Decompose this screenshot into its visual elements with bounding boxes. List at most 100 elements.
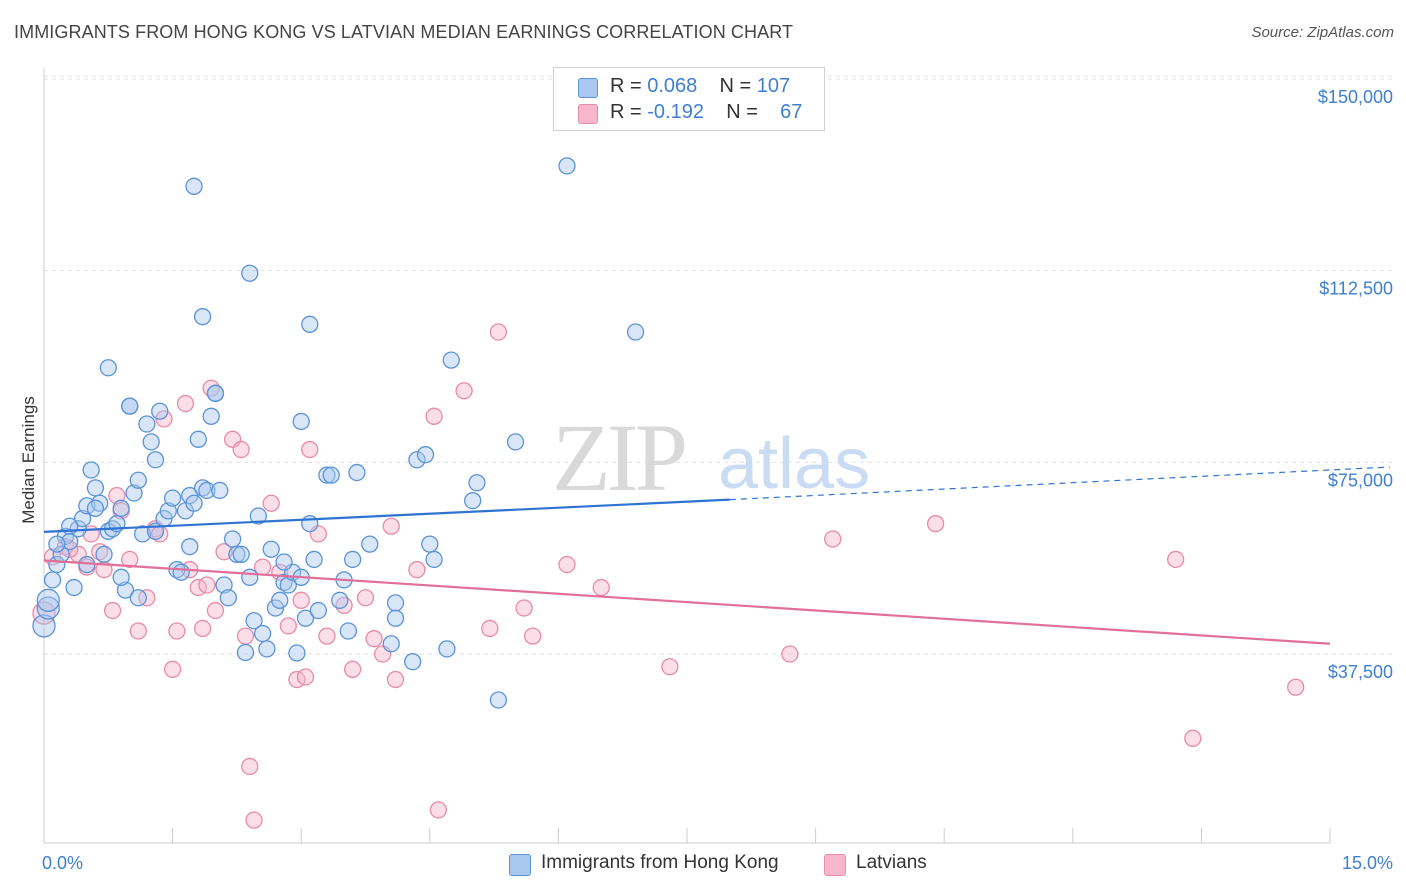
data-point: [193, 619, 212, 638]
data-point: [215, 576, 233, 594]
data-point: [626, 323, 645, 341]
data-point: [455, 382, 473, 400]
data-point: [305, 550, 323, 569]
data-point: [515, 599, 533, 617]
data-point: [185, 494, 203, 512]
data-point: [301, 315, 319, 333]
data-point: [193, 308, 212, 326]
legend-swatch-hong-kong: [578, 78, 598, 98]
data-point: [245, 811, 263, 829]
data-point: [241, 568, 259, 586]
data-point: [236, 627, 255, 645]
data-point: [365, 630, 383, 648]
data-point: [301, 440, 319, 459]
data-point: [408, 451, 426, 469]
data-point: [99, 359, 117, 377]
data-point: [228, 545, 246, 563]
data-point: [292, 591, 310, 609]
latvians-points: [32, 323, 1305, 829]
data-point: [262, 494, 280, 512]
data-point: [116, 581, 135, 599]
trend-line-hong-kong-extension: [729, 466, 1391, 501]
data-point: [356, 589, 375, 607]
data-point: [339, 622, 358, 640]
data-point: [331, 591, 349, 609]
data-point: [361, 535, 379, 553]
data-point: [181, 538, 199, 556]
data-point: [824, 530, 842, 548]
data-point: [292, 412, 310, 431]
y-tick-labels: $37,500 $75,000 $112,500 $150,000: [1318, 87, 1393, 682]
axes: [43, 68, 1331, 844]
data-point: [425, 407, 443, 425]
data-point: [176, 394, 195, 413]
legend-n-value: 67: [780, 101, 803, 123]
data-point: [65, 578, 83, 597]
data-point: [159, 502, 177, 520]
watermark-zip: ZIP: [552, 404, 685, 511]
data-point: [48, 535, 66, 553]
legend-n-label: N =: [719, 75, 757, 97]
data-point: [223, 530, 242, 548]
data-point: [129, 589, 147, 607]
data-point: [425, 550, 443, 569]
data-point: [253, 624, 272, 643]
data-point: [36, 588, 60, 612]
data-point: [129, 622, 147, 640]
data-point: [125, 484, 143, 502]
y-tick-label: $150,000: [1318, 87, 1393, 107]
data-point: [168, 622, 186, 640]
stats-legend: R = 0.068 N = 107 R = -0.192 N = 67: [553, 67, 825, 131]
data-point: [558, 555, 576, 574]
data-point: [133, 525, 152, 543]
data-point: [262, 540, 280, 558]
data-point: [288, 644, 306, 662]
data-point: [146, 451, 165, 469]
legend-n-label: N =: [726, 101, 764, 123]
data-point: [318, 466, 336, 484]
trend-line-latvians: [43, 559, 1331, 645]
data-point: [489, 691, 508, 709]
legend-text-latvians: R = -0.192 N = 67: [610, 101, 802, 124]
data-point: [926, 515, 945, 533]
data-point: [592, 578, 610, 597]
source-credit: Source: ZipAtlas.com: [1251, 24, 1394, 41]
trend-lines: [43, 466, 1391, 645]
data-point: [416, 446, 435, 464]
data-point: [232, 440, 250, 459]
data-point: [112, 568, 130, 586]
bottom-legend-label-hong-kong: Immigrants from Hong Kong: [541, 852, 779, 873]
data-point: [661, 658, 679, 676]
legend-r-label: R =: [610, 101, 648, 123]
data-point: [151, 402, 169, 420]
data-point: [296, 609, 315, 627]
data-point: [138, 415, 156, 433]
watermark: ZIP atlas: [552, 404, 870, 511]
data-point: [112, 499, 130, 517]
data-point: [206, 384, 225, 402]
data-point: [343, 660, 362, 678]
data-point: [296, 668, 315, 686]
data-point: [121, 550, 139, 569]
hong-kong-points: [32, 157, 645, 709]
bottom-legend-swatch-hong-kong: [509, 854, 531, 876]
x-tick-label-max: 15.0%: [1342, 853, 1393, 873]
data-point: [309, 601, 327, 620]
data-point: [249, 507, 267, 525]
data-point: [202, 407, 220, 425]
data-point: [271, 591, 289, 609]
data-point: [1167, 550, 1185, 569]
data-point: [438, 640, 456, 658]
data-point: [95, 545, 113, 563]
data-point: [86, 499, 105, 517]
data-point: [32, 614, 56, 638]
data-point: [421, 535, 439, 553]
data-point: [1287, 678, 1305, 696]
data-point: [121, 397, 139, 415]
bottom-legend-swatch-latvians: [824, 854, 846, 876]
data-point: [211, 481, 229, 500]
gridlines: [44, 75, 1396, 655]
data-point: [103, 601, 122, 620]
data-point: [318, 627, 336, 645]
